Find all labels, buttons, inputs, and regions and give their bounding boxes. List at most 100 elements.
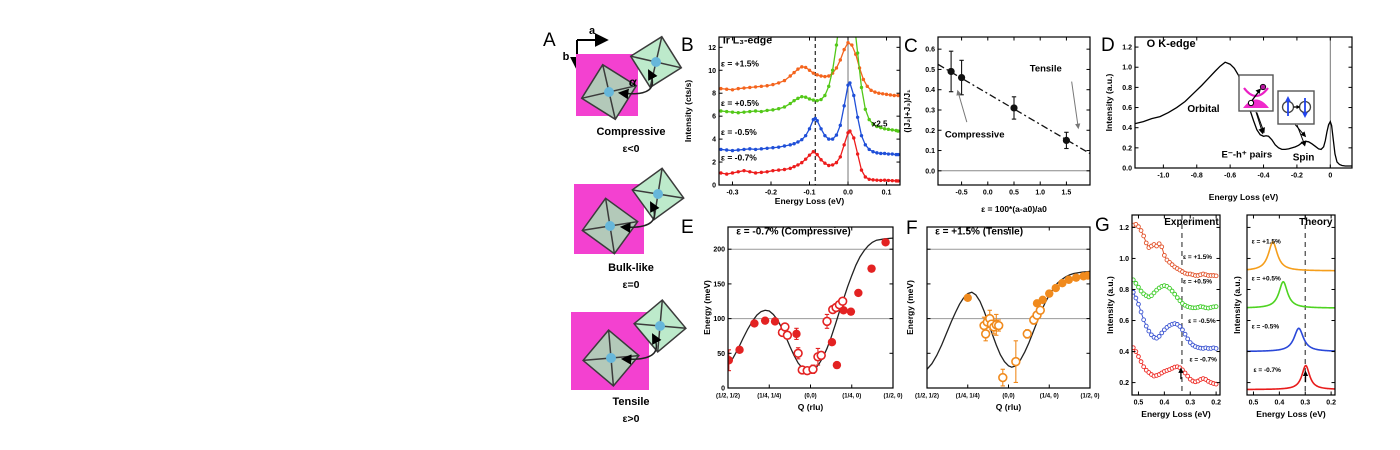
- chart-strain-spectra-theory: 0.5 0.4 0.3 0.2 Energy Loss (eV) Intensity (a…: [1232, 208, 1353, 420]
- svg-text:0.5: 0.5: [1134, 400, 1144, 407]
- octahedra-diagram-tensile: [571, 299, 687, 390]
- svg-text:0.4: 0.4: [1274, 400, 1284, 407]
- svg-text:Tensile: Tensile: [1030, 63, 1062, 74]
- chart-magnon-dispersion-compressive: (1/2, 1/2) (1/4, 1/4) (0,0) (1/4, 0) (1/2, 0…: [680, 210, 917, 413]
- ir-atom-icon: [651, 57, 661, 67]
- svg-text:ε = -0.7%: ε = -0.7%: [1189, 357, 1217, 364]
- ir-atom-icon: [655, 321, 665, 331]
- svg-text:0.2: 0.2: [1211, 400, 1221, 407]
- svg-text:1.2: 1.2: [1122, 45, 1132, 52]
- svg-text:ε = +1.5%: ε = +1.5%: [1183, 254, 1212, 261]
- strain-value-bulk: ε=0: [622, 279, 640, 291]
- svg-text:Energy Loss (eV): Energy Loss (eV): [775, 196, 845, 206]
- svg-text:2: 2: [712, 160, 716, 167]
- svg-text:ε = -0.7%: ε = -0.7%: [721, 152, 757, 162]
- svg-text:50: 50: [717, 351, 725, 358]
- strain-title-compressive: Compressive: [596, 126, 666, 138]
- svg-text:0.6: 0.6: [1122, 105, 1132, 112]
- svg-text:Q (rlu): Q (rlu): [996, 402, 1022, 412]
- svg-text:0.2: 0.2: [925, 128, 935, 135]
- svg-text:0.4: 0.4: [1159, 400, 1169, 407]
- panel-label-b: B: [681, 35, 694, 56]
- svg-text:Experiment: Experiment: [1164, 217, 1219, 228]
- svg-text:0.5: 0.5: [1249, 400, 1259, 407]
- chart-o-k-edge-rixs: -1.0 -0.8 -0.6 -0.4 -0.2 0 0.0 0.2 0.4 0.6 0.8 1.0 1…: [1100, 25, 1365, 203]
- svg-text:ε = +0.5%: ε = +0.5%: [1183, 278, 1212, 285]
- octahedra-diagram-compressive: α: [576, 35, 683, 121]
- svg-text:Compressive: Compressive: [945, 129, 1005, 140]
- ir-atom-icon: [653, 189, 663, 199]
- panel-label-d: D: [1101, 35, 1115, 56]
- strain-title-bulk: Bulk-like: [608, 262, 654, 274]
- svg-text:(0,0): (0,0): [804, 394, 816, 400]
- svg-text:6: 6: [712, 114, 716, 121]
- svg-text:ε = -0.5%: ε = -0.5%: [721, 127, 757, 137]
- svg-text:0.0: 0.0: [925, 168, 935, 175]
- svg-text:ε = +1.5%: ε = +1.5%: [1252, 239, 1281, 246]
- svg-text:Intensity (a.u.): Intensity (a.u.): [1232, 276, 1242, 334]
- svg-text:0.2: 0.2: [1122, 145, 1132, 152]
- svg-text:0: 0: [1328, 173, 1332, 180]
- svg-text:150: 150: [713, 281, 725, 288]
- svg-text:100: 100: [713, 316, 725, 323]
- svg-text:12: 12: [708, 45, 716, 52]
- svg-text:(1/4, 0): (1/4, 0): [842, 394, 861, 400]
- svg-text:200: 200: [713, 247, 725, 254]
- svg-text:0.6: 0.6: [925, 47, 935, 54]
- svg-text:0.8: 0.8: [1119, 287, 1129, 294]
- ir-atom-icon: [606, 353, 616, 363]
- octahedra-diagram-bulk: [574, 167, 685, 255]
- svg-text:Intensity (cts/s): Intensity (cts/s): [683, 80, 693, 143]
- svg-text:0.4: 0.4: [1122, 125, 1132, 132]
- svg-text:Orbital: Orbital: [1187, 104, 1219, 115]
- svg-text:Energy Loss (eV): Energy Loss (eV): [1209, 192, 1279, 202]
- ir-atom-icon: [604, 87, 614, 97]
- svg-text:(|J₂|+J₃)/J₁: (|J₂|+J₃)/J₁: [902, 89, 912, 133]
- svg-text:ε = -0.5%: ε = -0.5%: [1188, 318, 1216, 325]
- svg-text:0.0: 0.0: [983, 190, 993, 197]
- svg-text:0.6: 0.6: [1119, 318, 1129, 325]
- inset-spin-flip-icon: [1277, 90, 1315, 147]
- svg-text:ε = +1.5% (Tensile): ε = +1.5% (Tensile): [935, 227, 1023, 238]
- svg-text:Intensity (a.u.): Intensity (a.u.): [1105, 276, 1115, 334]
- rotation-angle-arrow-icon: [619, 201, 660, 233]
- svg-text:-0.8: -0.8: [1191, 173, 1203, 180]
- svg-text:(1/4, 1/4): (1/4, 1/4): [956, 394, 980, 400]
- svg-text:-0.5: -0.5: [956, 190, 968, 197]
- svg-text:0.2: 0.2: [1119, 380, 1129, 387]
- svg-text:Spin: Spin: [1293, 152, 1315, 163]
- svg-text:0.3: 0.3: [1300, 400, 1310, 407]
- svg-text:0.3: 0.3: [925, 107, 935, 114]
- svg-text:(1/2, 1/2): (1/2, 1/2): [716, 394, 740, 400]
- svg-text:0.4: 0.4: [925, 87, 935, 94]
- svg-text:-1.0: -1.0: [1157, 173, 1169, 180]
- svg-text:0.2: 0.2: [1326, 400, 1336, 407]
- rotation-angle-arrow-icon: [617, 69, 658, 100]
- svg-text:0.1: 0.1: [882, 190, 892, 197]
- svg-text:0: 0: [712, 183, 716, 190]
- svg-text:-0.6: -0.6: [1224, 173, 1236, 180]
- svg-text:Energy Loss (eV): Energy Loss (eV): [1256, 409, 1326, 419]
- svg-text:(1/4, 1/4): (1/4, 1/4): [757, 394, 781, 400]
- svg-text:ε = -0.7%: ε = -0.7%: [1253, 367, 1281, 374]
- svg-text:0.4: 0.4: [1119, 349, 1129, 356]
- svg-text:1.2: 1.2: [1119, 225, 1129, 232]
- svg-text:-0.2: -0.2: [765, 190, 777, 197]
- svg-text:0.1: 0.1: [925, 148, 935, 155]
- svg-text:0.0: 0.0: [1122, 166, 1132, 173]
- chart-magnon-dispersion-tensile: (1/2, 1/2) (1/4, 1/4) (0,0) (1/4, 0) (1/2, 0…: [905, 210, 1106, 413]
- strain-value-tensile: ε>0: [622, 413, 640, 425]
- svg-text:0.5: 0.5: [925, 67, 935, 74]
- svg-text:-0.4: -0.4: [1257, 173, 1269, 180]
- inset-electron-hole-pair-icon: [1238, 74, 1274, 135]
- svg-text:Q (rlu): Q (rlu): [798, 402, 824, 412]
- svg-text:ε = -0.7% (Compressive): ε = -0.7% (Compressive): [736, 227, 851, 238]
- panel-label-c: C: [904, 36, 918, 57]
- svg-text:4: 4: [712, 137, 716, 144]
- chart-peak-ratio-vs-strain: -0.5 0.0 0.5 1.0 1.5 0.0 0.1 0.2 0.3 0.4 0.5 0.6 ε =…: [900, 25, 1100, 215]
- rotation-angle-arrow-icon: [620, 333, 662, 365]
- a-axis-label: a: [589, 25, 596, 37]
- svg-text:(1/4, 0): (1/4, 0): [1040, 394, 1059, 400]
- svg-text:1.0: 1.0: [1119, 256, 1129, 263]
- svg-text:Ir L₃-edge: Ir L₃-edge: [723, 34, 772, 46]
